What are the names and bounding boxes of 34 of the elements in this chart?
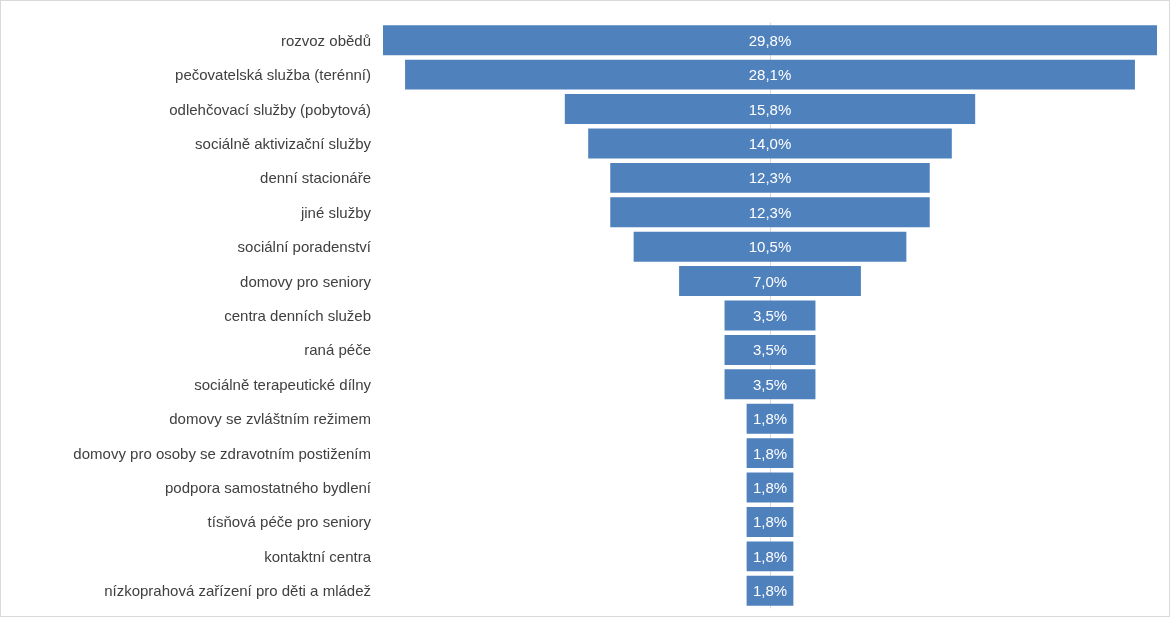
- category-label: raná péče: [304, 341, 371, 359]
- category-label: kontaktní centra: [264, 547, 372, 565]
- category-label: pečovatelská služba (terénní): [175, 66, 371, 84]
- data-label: 1,8%: [752, 582, 788, 600]
- category-label: sociální poradenství: [237, 238, 372, 256]
- category-label: nízkoprahová zařízení pro děti a mládež: [104, 582, 371, 600]
- data-label: 14,0%: [748, 134, 792, 152]
- category-label: rozvoz obědů: [280, 31, 371, 49]
- category-label: domovy pro seniory: [240, 272, 372, 290]
- category-label: centra denních služeb: [224, 307, 371, 324]
- category-label: denní stacionáře: [260, 169, 371, 187]
- data-label: 12,3%: [748, 203, 792, 221]
- data-label: 1,8%: [752, 410, 788, 428]
- data-label: 1,8%: [752, 513, 788, 531]
- data-label: 3,5%: [752, 341, 788, 359]
- data-label: 29,8%: [748, 31, 792, 49]
- data-label: 12,3%: [748, 169, 792, 187]
- data-label: 3,5%: [752, 375, 788, 393]
- category-label: sociálně aktivizační služby: [195, 134, 372, 152]
- category-label: odlehčovací služby (pobytová): [169, 100, 371, 118]
- category-label: podpora samostatného bydlení: [165, 479, 372, 497]
- category-label: jiné služby: [299, 203, 372, 221]
- category-label: sociálně terapeutické dílny: [194, 375, 372, 393]
- data-label: 7,0%: [752, 272, 788, 290]
- data-label: 1,8%: [752, 479, 788, 497]
- data-label: 1,8%: [752, 547, 788, 565]
- data-label: 1,8%: [752, 444, 788, 462]
- data-label: 10,5%: [748, 238, 792, 256]
- category-label: domovy se zvláštním režimem: [169, 410, 371, 428]
- data-label: 15,8%: [748, 100, 792, 118]
- data-label: 3,5%: [752, 307, 788, 324]
- category-label: tísňová péče pro seniory: [207, 513, 372, 531]
- data-label: 28,1%: [748, 66, 792, 84]
- category-label: domovy pro osoby se zdravotním postižením: [73, 444, 371, 462]
